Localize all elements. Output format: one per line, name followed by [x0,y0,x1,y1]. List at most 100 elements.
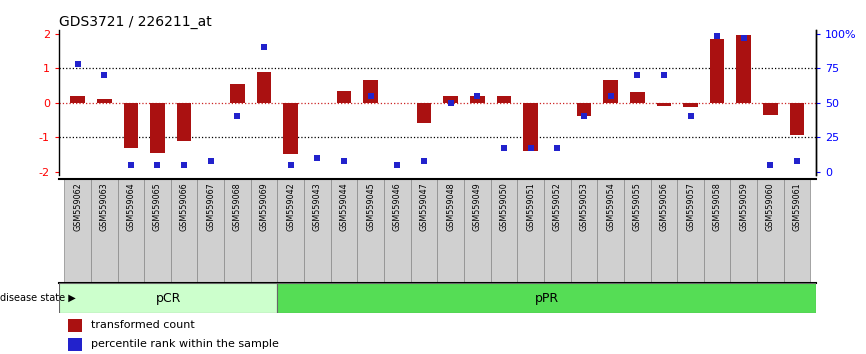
Text: GSM559053: GSM559053 [579,182,588,231]
Bar [277,283,816,313]
Bar [731,179,757,283]
Point [737,35,751,40]
Text: pPR: pPR [534,292,559,305]
Bar [277,179,304,283]
Bar [464,179,491,283]
Text: GSM559047: GSM559047 [419,182,429,231]
Point [764,162,778,168]
Text: GSM559057: GSM559057 [686,182,695,231]
Point [337,158,351,164]
Bar [763,103,778,115]
Bar [144,179,171,283]
Bar [604,80,617,103]
Text: GSM559056: GSM559056 [659,182,669,231]
Bar [230,84,245,103]
Text: transformed count: transformed count [91,320,195,330]
Bar [650,179,677,283]
Bar [70,96,85,103]
Bar [790,103,805,136]
Bar [68,338,81,351]
Text: GSM559065: GSM559065 [153,182,162,231]
Bar [437,179,464,283]
Text: GSM559062: GSM559062 [73,182,82,231]
Text: GSM559051: GSM559051 [527,182,535,231]
Bar [257,72,271,103]
Bar [656,103,671,106]
Bar [177,103,191,141]
Text: GSM559069: GSM559069 [260,182,268,231]
Point [71,61,85,67]
Bar [496,96,511,103]
Point [417,158,431,164]
Point [391,162,404,168]
Text: GSM559068: GSM559068 [233,182,242,230]
Point [524,145,538,151]
Point [470,93,484,98]
Text: GSM559049: GSM559049 [473,182,481,231]
Bar [544,179,571,283]
Point [550,145,564,151]
Text: GSM559058: GSM559058 [713,182,721,231]
Text: GSM559060: GSM559060 [766,182,775,230]
Text: GSM559059: GSM559059 [740,182,748,231]
Text: GSM559064: GSM559064 [126,182,135,230]
Bar [523,103,538,151]
Bar [91,179,118,283]
Text: GSM559061: GSM559061 [792,182,802,230]
Point [364,93,378,98]
Bar [517,179,544,283]
Bar [677,179,704,283]
Text: GSM559063: GSM559063 [100,182,109,230]
Point [284,162,298,168]
Point [790,158,804,164]
Bar [118,179,144,283]
Point [657,72,671,78]
Bar [358,179,384,283]
Text: GSM559044: GSM559044 [339,182,348,230]
Text: pCR: pCR [156,292,181,305]
Text: GSM559055: GSM559055 [633,182,642,231]
Bar [417,103,431,124]
Text: GSM559048: GSM559048 [446,182,456,230]
Bar [283,103,298,154]
Bar [630,92,644,103]
Bar [304,179,331,283]
Text: GSM559045: GSM559045 [366,182,375,231]
Bar [171,179,197,283]
Bar [384,179,410,283]
Point [204,158,217,164]
Point [311,155,325,161]
Bar [364,80,378,103]
Bar [337,91,352,103]
Point [630,72,644,78]
Bar [683,103,698,107]
Text: GSM559052: GSM559052 [553,182,562,231]
Point [151,162,165,168]
Text: GSM559050: GSM559050 [500,182,508,231]
Point [604,93,617,98]
Bar [197,179,224,283]
Bar [704,179,731,283]
Bar [251,179,277,283]
Point [443,100,457,105]
Point [577,114,591,119]
Bar [491,179,517,283]
Bar [710,39,725,103]
Text: GSM559043: GSM559043 [313,182,322,230]
Text: percentile rank within the sample: percentile rank within the sample [91,339,279,349]
Bar [97,99,112,103]
Point [497,145,511,151]
Bar [64,179,91,283]
Bar [577,103,591,116]
Text: GSM559067: GSM559067 [206,182,216,231]
Bar [784,179,811,283]
Point [230,114,244,119]
Point [710,34,724,39]
Bar [410,179,437,283]
Point [257,45,271,50]
Bar [757,179,784,283]
Text: GSM559066: GSM559066 [179,182,189,230]
Text: disease state ▶: disease state ▶ [0,293,75,303]
Point [178,162,191,168]
Bar [624,179,650,283]
